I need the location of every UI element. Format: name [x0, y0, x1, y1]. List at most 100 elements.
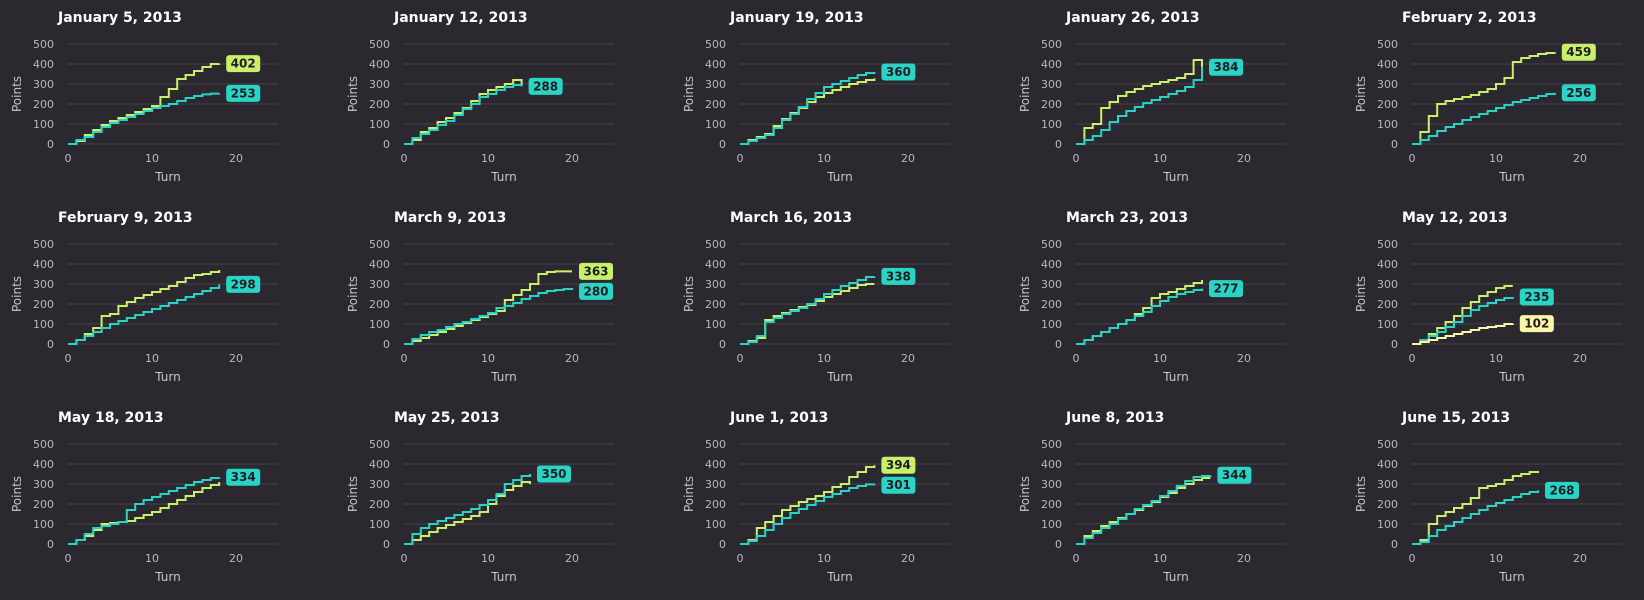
y-tick-label: 300 — [33, 278, 54, 291]
y-tick-label: 200 — [705, 498, 726, 511]
y-tick-label: 400 — [705, 258, 726, 271]
x-axis-label: Turn — [1162, 370, 1188, 384]
series-line — [1076, 288, 1203, 345]
chart-svg: 0 100 200 300 400 500 0 10 20 Turn Points 459 256 — [1354, 38, 1622, 184]
chart-title: February 2, 2013 — [1402, 10, 1537, 26]
y-axis-label: Points — [10, 476, 24, 512]
x-tick-label: 0 — [1073, 352, 1080, 365]
y-tick-label: 300 — [1377, 278, 1398, 291]
x-axis-label: Turn — [490, 170, 516, 184]
y-tick-label: 500 — [705, 238, 726, 251]
x-tick-label: 20 — [229, 152, 243, 165]
y-tick-label: 100 — [369, 518, 390, 531]
y-tick-label: 0 — [1391, 538, 1398, 551]
chart-svg: 0 100 200 300 400 500 0 10 20 Turn Points 338 — [682, 238, 950, 384]
y-tick-label: 300 — [369, 478, 390, 491]
chart-panel: March 9, 2013 0 100 200 300 400 500 0 10 20 Turn Po… — [336, 200, 656, 400]
y-tick-label: 300 — [1377, 78, 1398, 91]
end-value-badge — [226, 84, 261, 102]
x-tick-label: 0 — [1073, 152, 1080, 165]
chart-title: May 18, 2013 — [58, 410, 164, 426]
y-axis-label: Points — [10, 276, 24, 312]
x-axis-label: Turn — [154, 370, 180, 384]
chart-svg: 0 100 200 300 400 500 0 10 20 Turn Points 384 — [1018, 38, 1286, 184]
y-tick-label: 100 — [369, 118, 390, 131]
end-value-label: 277 — [1213, 282, 1238, 296]
y-tick-label: 500 — [1041, 38, 1062, 51]
x-tick-label: 10 — [817, 352, 831, 365]
x-axis-label: Turn — [154, 170, 180, 184]
x-axis-label: Turn — [1498, 370, 1524, 384]
y-tick-label: 300 — [1041, 478, 1062, 491]
x-tick-label: 20 — [565, 552, 579, 565]
y-tick-label: 400 — [33, 58, 54, 71]
y-tick-label: 0 — [1055, 338, 1062, 351]
y-tick-label: 100 — [1377, 318, 1398, 331]
y-tick-label: 400 — [1377, 58, 1398, 71]
x-tick-label: 20 — [901, 152, 915, 165]
chart-svg: 0 100 200 300 400 500 0 10 20 Turn Points 334 — [10, 438, 278, 584]
y-tick-label: 100 — [1041, 318, 1062, 331]
series-line — [740, 78, 876, 145]
y-tick-label: 300 — [369, 278, 390, 291]
y-tick-label: 0 — [47, 138, 54, 151]
chart-panel: May 18, 2013 0 100 200 300 400 500 0 10 20 Turn Poi… — [0, 400, 320, 600]
chart-panel: January 26, 2013 0 100 200 300 400 500 0 10 20 Tur… — [1008, 0, 1328, 200]
y-tick-label: 0 — [383, 538, 390, 551]
end-value-badge — [881, 63, 916, 81]
y-tick-label: 500 — [705, 438, 726, 451]
chart-panel: May 12, 2013 0 100 200 300 400 500 0 10 20 Turn Poi… — [1344, 200, 1644, 400]
y-tick-label: 200 — [705, 98, 726, 111]
y-tick-label: 200 — [33, 498, 54, 511]
end-value-label: 334 — [231, 470, 256, 484]
end-value-badge — [1209, 280, 1243, 298]
x-tick-label: 20 — [1237, 352, 1251, 365]
chart-svg: 0 100 200 300 400 500 0 10 20 Turn Points 350 — [346, 438, 614, 584]
y-tick-label: 200 — [1041, 498, 1062, 511]
x-tick-label: 10 — [1489, 152, 1503, 165]
x-tick-label: 20 — [1573, 552, 1587, 565]
y-tick-label: 0 — [719, 338, 726, 351]
y-axis-label: Points — [1354, 476, 1368, 512]
y-tick-label: 100 — [705, 118, 726, 131]
end-value-badge — [537, 465, 571, 483]
end-value-label: 338 — [886, 269, 911, 283]
x-tick-label: 10 — [145, 552, 159, 565]
chart-panel: March 16, 2013 0 100 200 300 400 500 0 10 20 Turn P… — [672, 200, 992, 400]
chart-svg: 0 100 200 300 400 500 0 10 20 Turn Points 344 — [1018, 438, 1286, 584]
chart-panel: June 1, 2013 0 100 200 300 400 500 0 10 20 Turn Poi… — [672, 400, 992, 600]
x-tick-label: 20 — [901, 552, 915, 565]
end-value-label: 363 — [583, 264, 608, 278]
x-tick-label: 10 — [1489, 352, 1503, 365]
y-axis-label: Points — [346, 476, 360, 512]
end-value-badge — [579, 262, 613, 280]
x-tick-label: 10 — [145, 152, 159, 165]
y-tick-label: 300 — [33, 478, 54, 491]
chart-title: February 9, 2013 — [58, 210, 193, 226]
end-value-badge — [1545, 481, 1579, 499]
x-tick-label: 10 — [145, 352, 159, 365]
chart-panel: March 23, 2013 0 100 200 300 400 500 0 10 20 Turn P… — [1008, 200, 1328, 400]
series-line — [1076, 280, 1203, 345]
y-tick-label: 100 — [1377, 518, 1398, 531]
y-tick-label: 500 — [705, 38, 726, 51]
chart-svg: 0 100 200 300 400 500 0 10 20 Turn Points 268 — [1354, 438, 1622, 584]
end-value-label: 384 — [1213, 60, 1238, 74]
series-line — [1412, 92, 1556, 145]
end-value-badge — [881, 267, 916, 285]
end-value-badge — [579, 282, 613, 300]
chart-title: January 26, 2013 — [1066, 10, 1200, 26]
y-tick-label: 400 — [1377, 258, 1398, 271]
end-value-badge — [226, 55, 261, 73]
y-tick-label: 200 — [369, 98, 390, 111]
end-value-label: 256 — [1566, 86, 1591, 100]
y-tick-label: 0 — [1055, 138, 1062, 151]
x-tick-label: 0 — [65, 552, 72, 565]
series-line — [1076, 477, 1211, 545]
y-tick-label: 0 — [383, 138, 390, 151]
series-line — [404, 481, 531, 545]
x-axis-label: Turn — [826, 370, 852, 384]
end-value-label: 350 — [541, 467, 566, 481]
end-value-label: 235 — [1524, 290, 1549, 304]
